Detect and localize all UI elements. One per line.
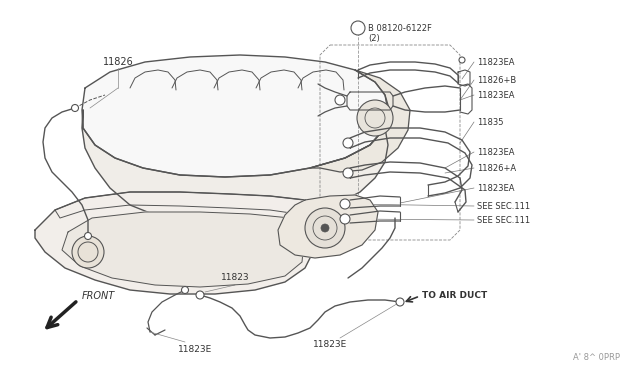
Text: 11835: 11835 <box>477 118 504 126</box>
Circle shape <box>321 224 329 232</box>
Text: FRONT: FRONT <box>82 291 115 301</box>
Text: 11823EA: 11823EA <box>477 58 515 67</box>
Circle shape <box>196 291 204 299</box>
Circle shape <box>72 105 79 112</box>
Circle shape <box>305 208 345 248</box>
Circle shape <box>351 21 365 35</box>
Text: B 08120-6122F
(2): B 08120-6122F (2) <box>368 24 432 44</box>
Text: 11823E: 11823E <box>178 345 212 354</box>
Circle shape <box>343 168 353 178</box>
Circle shape <box>72 236 104 268</box>
Text: 11823EA: 11823EA <box>477 148 515 157</box>
Text: 11826+A: 11826+A <box>477 164 516 173</box>
Circle shape <box>343 138 353 148</box>
Circle shape <box>340 214 350 224</box>
Text: 11823EA: 11823EA <box>477 90 515 99</box>
Polygon shape <box>82 55 390 177</box>
Circle shape <box>396 298 404 306</box>
Polygon shape <box>62 212 305 287</box>
Circle shape <box>357 100 393 136</box>
Text: SEE SEC.111: SEE SEC.111 <box>477 215 530 224</box>
Circle shape <box>335 95 345 105</box>
Circle shape <box>459 57 465 63</box>
Polygon shape <box>82 110 388 225</box>
Text: 11823E: 11823E <box>313 340 347 349</box>
Text: A' 8^ 0PRP: A' 8^ 0PRP <box>573 353 620 362</box>
Polygon shape <box>35 192 320 294</box>
Text: TO AIR DUCT: TO AIR DUCT <box>422 291 487 299</box>
Polygon shape <box>310 70 410 172</box>
Text: SEE SEC.111: SEE SEC.111 <box>477 202 530 211</box>
Text: 11823: 11823 <box>221 273 250 282</box>
Circle shape <box>182 286 189 294</box>
Circle shape <box>340 199 350 209</box>
Text: B: B <box>355 23 360 32</box>
Text: 11826: 11826 <box>102 57 133 67</box>
Circle shape <box>84 232 92 240</box>
Text: 11826+B: 11826+B <box>477 76 516 84</box>
Text: 11823EA: 11823EA <box>477 183 515 192</box>
Polygon shape <box>278 195 378 258</box>
